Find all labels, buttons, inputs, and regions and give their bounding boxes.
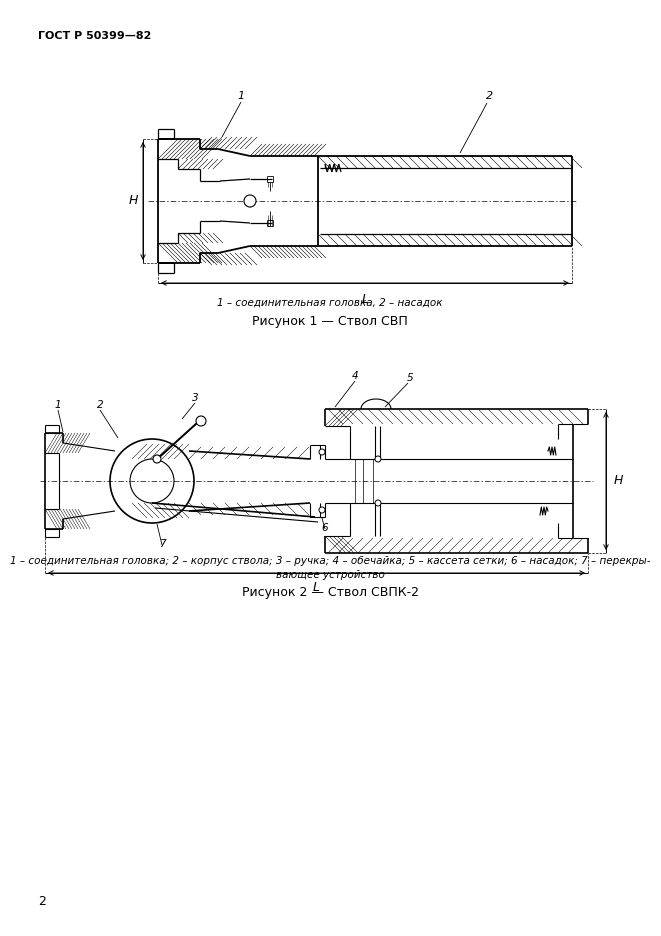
Bar — [318, 156, 572, 168]
Circle shape — [319, 449, 325, 455]
Circle shape — [153, 455, 161, 463]
Bar — [318, 234, 572, 246]
Bar — [158, 243, 180, 263]
Text: ГОСТ Р 50399—82: ГОСТ Р 50399—82 — [38, 31, 151, 41]
Text: 2: 2 — [38, 895, 46, 908]
Circle shape — [375, 500, 381, 506]
Text: 7: 7 — [159, 539, 165, 549]
Text: 6: 6 — [322, 523, 329, 533]
Text: 4: 4 — [352, 371, 358, 381]
Text: 5: 5 — [407, 373, 413, 383]
Circle shape — [244, 195, 256, 207]
Text: 1 – соединительная головка; 2 – корпус ствола; 3 – ручка; 4 – обечайка; 5 – касс: 1 – соединительная головка; 2 – корпус с… — [10, 556, 650, 566]
Text: вающее устройство: вающее устройство — [276, 570, 385, 580]
Text: Рисунок 2 — Ствол СВПК-2: Рисунок 2 — Ствол СВПК-2 — [241, 586, 418, 599]
Text: 1: 1 — [237, 91, 245, 101]
Text: L: L — [362, 293, 368, 306]
Text: 2: 2 — [486, 91, 494, 101]
Text: H: H — [614, 475, 623, 488]
Text: L: L — [313, 581, 320, 594]
Text: 1: 1 — [55, 400, 61, 410]
Text: Рисунок 1 — Ствол СВП: Рисунок 1 — Ствол СВП — [252, 315, 408, 328]
Text: 3: 3 — [192, 393, 198, 403]
Text: 2: 2 — [97, 400, 103, 410]
Circle shape — [196, 416, 206, 426]
Bar — [158, 139, 180, 159]
Circle shape — [375, 456, 381, 462]
Text: 1 – соединительная головка, 2 – насадок: 1 – соединительная головка, 2 – насадок — [217, 298, 443, 308]
Circle shape — [319, 507, 325, 513]
Text: H: H — [128, 195, 137, 208]
